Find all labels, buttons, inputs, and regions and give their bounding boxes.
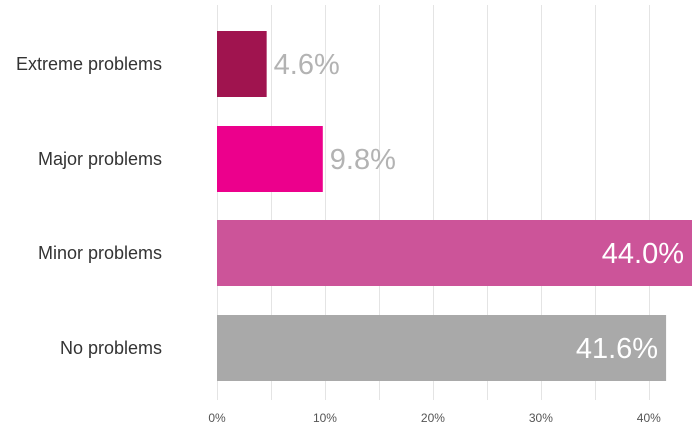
x-tick-label: 0% xyxy=(208,411,226,425)
x-tick-label: 40% xyxy=(637,411,661,425)
category-label: Major problems xyxy=(38,149,162,169)
value-label: 4.6% xyxy=(274,49,340,81)
value-label: 44.0% xyxy=(602,238,684,270)
x-tick-label: 20% xyxy=(421,411,445,425)
category-label: No problems xyxy=(60,338,162,358)
bar-major-problems xyxy=(217,126,323,192)
bar-extreme-problems xyxy=(217,31,267,97)
x-tick-label: 30% xyxy=(529,411,553,425)
value-label: 9.8% xyxy=(330,144,396,176)
bar-no-problems xyxy=(217,315,667,381)
bar-minor-problems xyxy=(217,220,692,286)
x-tick-label: 10% xyxy=(313,411,337,425)
value-label: 41.6% xyxy=(576,333,658,365)
category-label: Extreme problems xyxy=(16,54,162,74)
category-label: Minor problems xyxy=(38,243,162,263)
